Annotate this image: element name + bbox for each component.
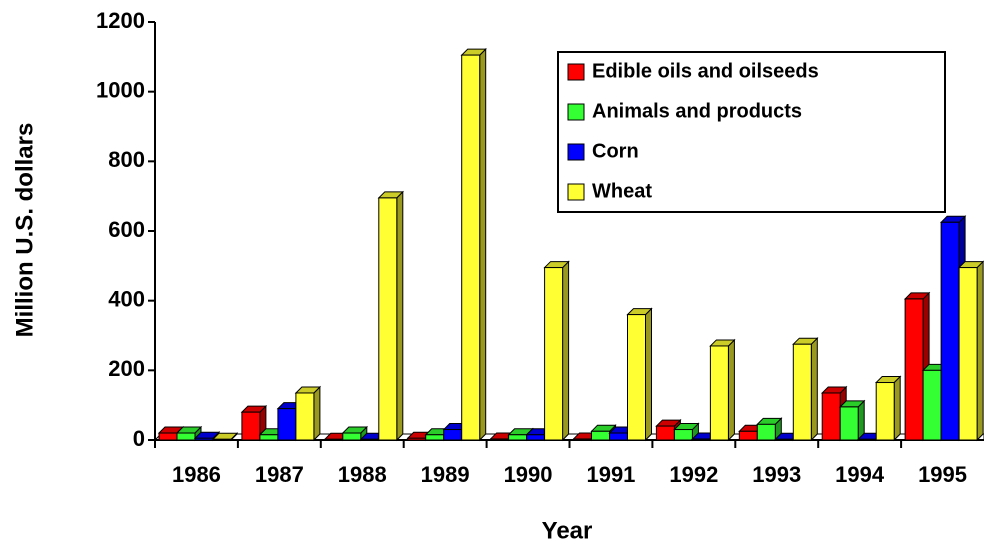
bar bbox=[821, 392, 841, 441]
bar bbox=[425, 434, 445, 441]
x-tick-label: 1988 bbox=[338, 462, 387, 487]
bar bbox=[176, 432, 196, 441]
bar bbox=[738, 430, 758, 441]
bar bbox=[627, 314, 646, 441]
y-tick-label: 1200 bbox=[96, 8, 145, 33]
bar bbox=[875, 382, 895, 441]
bar bbox=[324, 438, 344, 441]
bar bbox=[857, 438, 877, 441]
bar bbox=[940, 221, 960, 441]
bar bbox=[295, 392, 315, 441]
legend-swatch bbox=[567, 103, 585, 121]
bar bbox=[277, 408, 297, 441]
bar bbox=[461, 54, 481, 441]
x-tick-label: 1990 bbox=[504, 462, 553, 487]
bar bbox=[259, 434, 279, 441]
bar bbox=[904, 298, 924, 441]
y-tick-label: 600 bbox=[108, 217, 145, 242]
bar bbox=[407, 437, 427, 441]
bar bbox=[212, 438, 232, 441]
x-axis-title: Year bbox=[542, 517, 593, 544]
bar bbox=[544, 267, 564, 441]
x-tick-label: 1994 bbox=[835, 462, 885, 487]
y-tick-label: 1000 bbox=[96, 77, 145, 102]
bar bbox=[756, 423, 776, 441]
bar-side bbox=[313, 385, 321, 442]
bar bbox=[573, 438, 592, 441]
bar bbox=[342, 432, 362, 441]
bar bbox=[609, 432, 628, 441]
bar-side bbox=[727, 338, 735, 442]
x-tick-label: 1987 bbox=[255, 462, 304, 487]
bar-side bbox=[645, 307, 652, 442]
bar bbox=[709, 345, 729, 441]
bar bbox=[655, 425, 675, 441]
y-tick-label: 800 bbox=[108, 147, 145, 172]
bar bbox=[958, 267, 978, 441]
bar bbox=[691, 438, 711, 441]
x-tick-label: 1995 bbox=[918, 462, 967, 487]
legend-label: Animals and products bbox=[592, 100, 802, 122]
bar-side bbox=[396, 190, 404, 442]
bar-side bbox=[976, 260, 984, 442]
bar bbox=[774, 438, 794, 441]
bar-side bbox=[562, 260, 570, 442]
y-tick-label: 0 bbox=[133, 426, 145, 451]
legend-swatch bbox=[567, 183, 585, 201]
bar bbox=[241, 411, 261, 441]
bar bbox=[490, 438, 510, 441]
x-tick-label: 1991 bbox=[586, 462, 635, 487]
bar bbox=[360, 438, 380, 441]
bar bbox=[508, 434, 528, 441]
legend-label: Wheat bbox=[592, 180, 652, 202]
bar bbox=[526, 434, 546, 441]
x-tick-label: 1989 bbox=[421, 462, 470, 487]
bar bbox=[378, 197, 398, 441]
legend-label: Corn bbox=[592, 140, 639, 162]
y-tick-label: 200 bbox=[108, 356, 145, 381]
bar-side bbox=[479, 47, 487, 442]
x-tick-label: 1992 bbox=[669, 462, 718, 487]
bar bbox=[194, 437, 214, 441]
bar bbox=[839, 406, 859, 441]
bar bbox=[792, 343, 812, 441]
bar bbox=[591, 430, 610, 441]
legend-box bbox=[557, 51, 946, 213]
bar bbox=[158, 432, 178, 441]
x-tick-label: 1986 bbox=[172, 462, 221, 487]
bar-side bbox=[810, 337, 818, 442]
legend-swatch bbox=[567, 143, 585, 161]
y-axis-title: Million U.S. dollars bbox=[11, 123, 38, 338]
bar bbox=[443, 429, 463, 441]
x-tick-label: 1993 bbox=[752, 462, 801, 487]
bar-side bbox=[893, 375, 901, 442]
bar bbox=[922, 369, 942, 441]
legend-label: Edible oils and oilseeds bbox=[592, 60, 819, 82]
y-tick-label: 400 bbox=[108, 286, 145, 311]
legend-swatch bbox=[567, 63, 585, 81]
bar bbox=[673, 429, 693, 441]
